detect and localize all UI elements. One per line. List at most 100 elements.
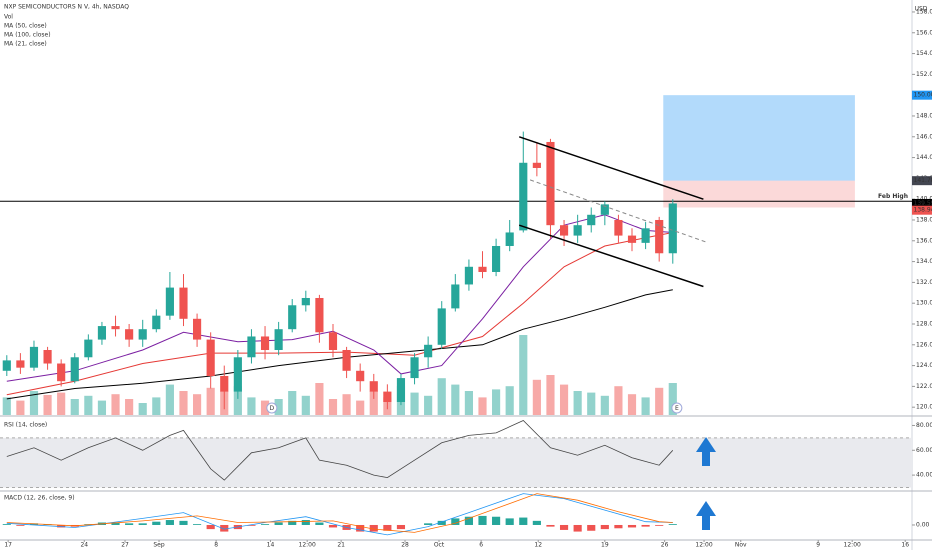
legend-entry: MA (50, close) [4, 23, 47, 30]
x-tick-label: 16 [901, 542, 909, 549]
candle-body [396, 378, 406, 402]
volume-bar [410, 392, 419, 415]
x-tick-label: 24 [80, 542, 88, 549]
histogram-bar [532, 520, 541, 525]
candle-body [152, 315, 161, 330]
trend-line [518, 224, 704, 288]
histogram-bar [451, 518, 460, 525]
y-tick-label: 134.00 [916, 258, 932, 265]
x-tick-label: 12:00 [695, 542, 712, 549]
histogram-bar [2, 524, 11, 525]
histogram-bar [369, 524, 378, 532]
candle-body [587, 214, 596, 226]
candle-body [97, 326, 107, 340]
x-tick-label: 26 [661, 542, 669, 549]
x-tick-label: 27 [121, 542, 129, 549]
event-label: E [675, 405, 679, 412]
candle-body [288, 305, 297, 330]
candle-body [451, 284, 460, 309]
volume-bar [179, 391, 188, 415]
rsi-line [6, 420, 674, 481]
histogram-bar [546, 524, 555, 527]
histogram-bar [383, 524, 392, 531]
y-tick-label: 146.00 [916, 133, 932, 140]
y-tick-label: 130.00 [916, 300, 932, 307]
volume-bar [451, 384, 460, 415]
volume-bar [356, 400, 365, 415]
x-tick-label: 21 [337, 542, 345, 549]
x-tick-label: 12 [534, 542, 542, 549]
volume-bar [70, 399, 79, 415]
histogram-bar [125, 523, 134, 525]
candle-body [505, 232, 514, 246]
histogram-bar [274, 522, 283, 525]
y-tick-label: 158.00 [916, 8, 932, 15]
histogram-bar [519, 517, 528, 525]
volume-bar [260, 400, 270, 415]
histogram-bar [179, 520, 188, 525]
price-label: 139.59 [914, 200, 932, 207]
arrow-up [696, 437, 716, 466]
candle-body [573, 225, 582, 236]
candle-body [16, 360, 25, 368]
histogram-bar [220, 524, 229, 532]
price-label-box [912, 205, 932, 215]
histogram-bar [396, 524, 406, 530]
candle-body [260, 336, 270, 350]
candle-body [29, 346, 39, 368]
candle-body [301, 297, 310, 306]
price-label: 141.78 [914, 177, 932, 184]
y-tick-label: 156.00 [916, 29, 932, 36]
volume-bar [478, 397, 487, 415]
candle-body [70, 357, 79, 382]
volume-bar [464, 391, 473, 415]
price-label: 138.94 [914, 207, 932, 214]
histogram-bar [152, 521, 161, 525]
y-tick-label: 60.00 [916, 447, 932, 454]
histogram-bar [668, 524, 677, 525]
x-tick-label: 12:00 [299, 542, 316, 549]
y-tick-label: 0.00 [916, 521, 930, 528]
x-tick-label: 8 [214, 542, 218, 549]
event-label: D [270, 405, 275, 412]
candle-body [179, 287, 188, 319]
rsi-band [0, 437, 912, 488]
candle-body [247, 336, 256, 358]
histogram-bar [16, 524, 25, 526]
histogram-bar [111, 522, 120, 525]
volume-bar [247, 397, 256, 415]
y-tick-label: 40.00 [916, 472, 932, 479]
y-tick-label: 144.00 [916, 154, 932, 161]
x-tick-label: 17 [4, 542, 12, 549]
volume-bar [369, 391, 378, 415]
histogram-bar [328, 524, 338, 528]
volume-bar [43, 395, 52, 415]
volume-bar [505, 386, 514, 415]
candle-body [546, 141, 555, 226]
y-tick-label: 124.00 [916, 362, 932, 369]
candle-body [220, 375, 229, 392]
volume-bar [424, 395, 433, 415]
candle-body [424, 344, 433, 358]
candle-body [111, 326, 120, 330]
panel-title: RSI (14, close) [4, 422, 47, 429]
volume-bar [152, 397, 161, 415]
y-tick-label: 126.00 [916, 341, 932, 348]
y-tick-label: 138.00 [916, 216, 932, 223]
candle-body [125, 329, 134, 340]
volume-bar [546, 375, 555, 415]
candle-body [383, 391, 392, 402]
x-tick-label: 9 [816, 542, 820, 549]
currency: USD [915, 6, 928, 13]
candle-body [315, 297, 324, 333]
volume-bar [84, 395, 93, 415]
y-tick-label: 148.00 [916, 112, 932, 119]
candle-body [410, 357, 419, 379]
volume-bar [16, 400, 25, 415]
volume-bar [233, 386, 242, 415]
candle-body [478, 266, 487, 272]
histogram-bar [587, 524, 596, 531]
histogram-bar [600, 524, 609, 530]
arrow-up [696, 501, 716, 530]
